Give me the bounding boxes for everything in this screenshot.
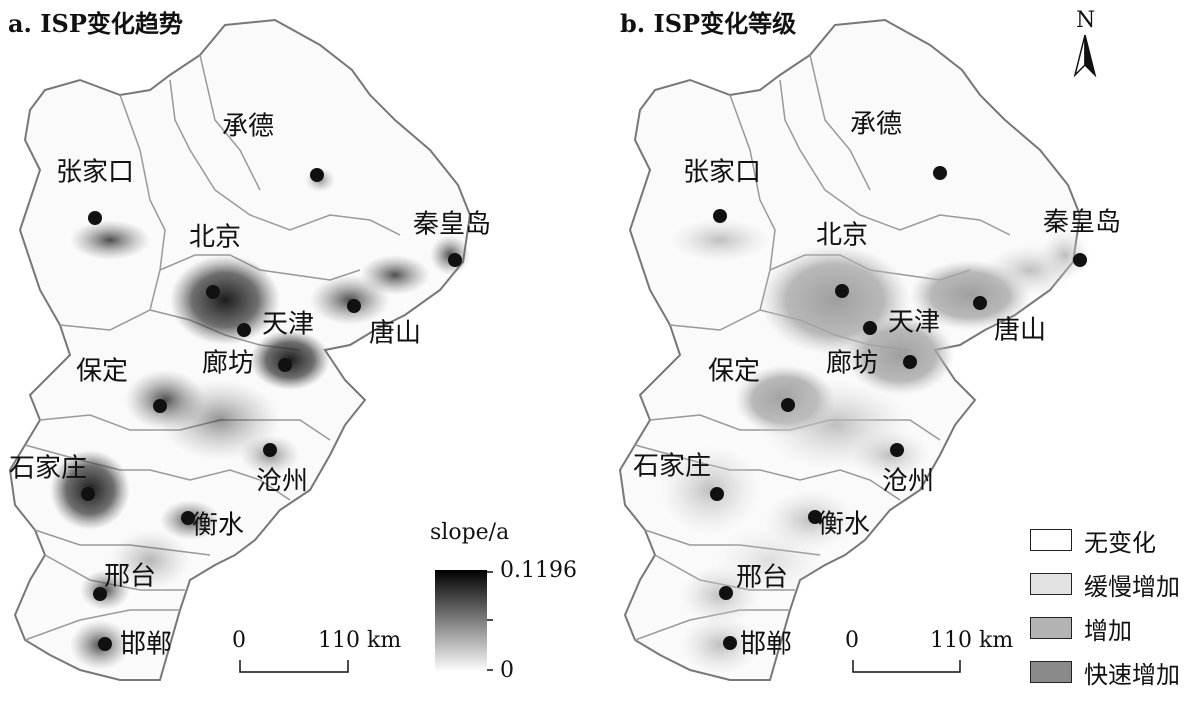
city-dot-qinhuangdao [448,253,462,267]
legend-label-fast-increase: 快速增加 [1084,660,1180,689]
scale-b-zero: 0 [845,628,859,653]
scale-b-distance: 110 km [930,628,1014,653]
city-dot-shijiazhuang [81,487,95,501]
city-label-b-hengshui: 衡水 [817,509,871,540]
city-dots [81,168,462,651]
city-label-b-xingtai: 邢台 [735,562,789,593]
city-label-beijing: 北京 [188,222,242,253]
city-label-zhangjiakou: 张家口 [55,157,135,188]
legend-swatch-slow-increase [1030,573,1072,595]
legend-swatch-no-change [1030,529,1072,551]
city-dot-b-handan [723,636,737,650]
slope-ramp [435,570,487,672]
city-dot-b-xingtai [719,586,733,600]
city-label-b-shijiazhuang: 石家庄 [632,451,712,482]
city-label-b-qinhuangdao: 秦皇岛 [1042,207,1122,238]
city-dot-b-beijing [835,284,849,298]
city-label-cangzhou: 沧州 [255,466,309,497]
city-label-tianjin: 天津 [261,309,315,340]
legend-item-fast-increase: 快速增加 [1030,650,1180,694]
north-arrow [1073,34,1097,78]
city-label-b-zhangjiakou: 张家口 [682,157,762,188]
city-label-b-beijing: 北京 [815,220,869,251]
city-label-langfang: 廊坊 [201,348,255,379]
scale-a-zero: 0 [232,628,246,653]
legend-label-increase: 增加 [1084,616,1132,645]
legend-slope-title: slope/a [430,520,510,545]
city-label-shijiazhuang: 石家庄 [8,453,88,484]
city-dot-b-zhangjiakou [713,209,727,223]
city-label-b-tangshan: 唐山 [993,315,1047,346]
city-dot-b-chengde [933,166,947,180]
scale-bar-a [239,660,349,673]
city-dot-baoding [153,399,167,413]
city-dot-tangshan [347,299,361,313]
panel-isp-class: b. ISP变化等级 N 承德 张家口 秦皇岛 北京 天津 唐山 保定 廊坊 石… [600,0,1200,701]
city-dot-b-tianjin [863,321,877,335]
legend-swatch-increase [1030,617,1072,639]
region-outline [8,18,472,681]
panel-a-title: a. ISP变化趋势 [8,9,183,38]
city-dot-b-cangzhou [890,443,904,457]
city-label-qinhuangdao: 秦皇岛 [412,209,492,240]
city-dot-hengshui [181,511,195,525]
city-dot-b-shijiazhuang [710,487,724,501]
city-label-chengde: 承德 [221,111,275,142]
legend-label-no-change: 无变化 [1084,528,1156,557]
city-label-b-langfang: 廊坊 [825,348,879,379]
map-isp-trend [8,18,493,681]
north-label: N [1076,8,1096,33]
city-dot-b-langfang [903,355,917,369]
city-dot-chengde [310,168,324,182]
legend-slope-max: 0.1196 [500,558,577,583]
city-label-b-cangzhou: 沧州 [881,466,935,497]
city-label-handan: 邯郸 [119,629,173,660]
city-label-hengshui: 衡水 [191,510,245,541]
scale-a-distance: 110 km [318,628,402,653]
city-dot-tianjin [237,323,251,337]
city-dot-langfang [278,358,292,372]
city-dot-handan [98,637,112,651]
isp-class-legend: 无变化 缓慢增加 增加 快速增加 [1030,518,1180,694]
legend-item-increase: 增加 [1030,606,1180,650]
city-label-b-handan: 邯郸 [739,629,793,660]
city-dot-b-tangshan [973,296,987,310]
panel-isp-trend: a. ISP变化趋势 承德 张家口 秦皇岛 北京 天津 唐山 保定 廊坊 石家庄… [8,9,577,683]
legend-slope-min: 0 [500,658,514,683]
city-dot-xingtai [93,587,107,601]
panel-b-title: b. ISP变化等级 [620,9,797,38]
legend-item-slow-increase: 缓慢增加 [1030,562,1180,606]
city-label-b-baoding: 保定 [707,356,761,387]
city-label-baoding: 保定 [75,356,129,387]
city-dot-b-baoding [781,398,795,412]
city-label-b-tianjin: 天津 [887,307,941,338]
legend-item-no-change: 无变化 [1030,518,1180,562]
city-dot-zhangjiakou [88,211,102,225]
map-isp-class [618,18,1097,681]
city-label-xingtai: 邢台 [103,561,157,592]
city-label-b-chengde: 承德 [849,109,903,140]
city-dot-b-qinhuangdao [1073,253,1087,267]
city-dot-beijing [206,285,220,299]
city-dots-b [710,166,1087,650]
city-dot-b-hengshui [808,510,822,524]
city-label-tangshan: 唐山 [368,318,422,349]
legend-swatch-fast-increase [1030,661,1072,683]
legend-label-slow-increase: 缓慢增加 [1084,572,1180,601]
city-dot-cangzhou [263,443,277,457]
